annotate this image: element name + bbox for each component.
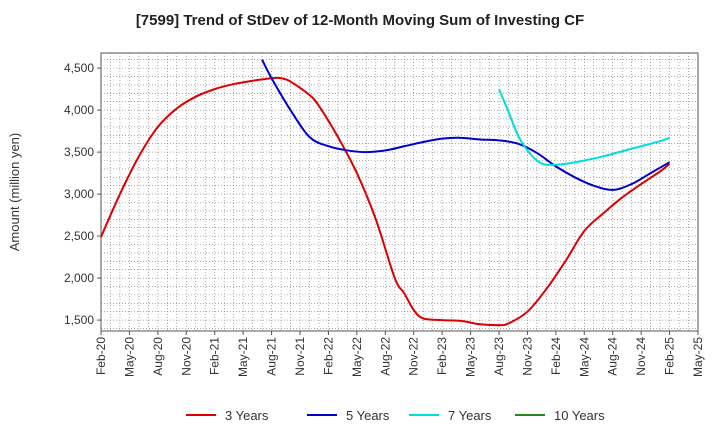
legend-label: 3 Years bbox=[225, 408, 269, 423]
x-tick-label: Aug-22 bbox=[378, 337, 392, 376]
x-tick-label: Aug-21 bbox=[265, 337, 279, 376]
x-tick-label: Feb-24 bbox=[549, 337, 563, 375]
x-tick-label: May-20 bbox=[122, 337, 136, 377]
series-line-7-years bbox=[498, 88, 670, 166]
y-tick-label: 1,500 bbox=[64, 313, 94, 327]
x-tick-label: May-24 bbox=[577, 337, 591, 377]
y-tick-label: 3,000 bbox=[64, 187, 94, 201]
series-lines bbox=[100, 59, 671, 327]
x-tick-label: Aug-20 bbox=[151, 337, 165, 376]
legend-label: 10 Years bbox=[554, 408, 605, 423]
x-tick-label: Feb-21 bbox=[208, 337, 222, 375]
x-tick-label: Aug-23 bbox=[492, 337, 506, 376]
x-tick-label: May-25 bbox=[691, 337, 705, 377]
chart-title: [7599] Trend of StDev of 12-Month Moving… bbox=[135, 12, 585, 29]
x-tick-label: Aug-24 bbox=[606, 337, 620, 376]
y-axis: 1,500 2,000 2,500 3,000 3,500 4,000 4,500 bbox=[64, 61, 101, 327]
y-tick-label: 4,000 bbox=[64, 103, 94, 117]
legend-label: 5 Years bbox=[346, 408, 390, 423]
legend: 3 Years 5 Years 7 Years 10 Years bbox=[186, 408, 605, 423]
x-tick-label: Nov-23 bbox=[520, 337, 534, 376]
y-tick-label: 2,000 bbox=[64, 271, 94, 285]
series-line-3-years bbox=[100, 76, 671, 327]
x-tick-label: Nov-21 bbox=[293, 337, 307, 376]
x-tick-label: Nov-20 bbox=[179, 337, 193, 376]
series-line-5-years bbox=[261, 59, 671, 191]
x-tick-label: Nov-24 bbox=[634, 337, 648, 376]
x-tick-label: May-22 bbox=[350, 337, 364, 377]
legend-label: 7 Years bbox=[448, 408, 492, 423]
x-axis: Feb-20 May-20 Aug-20 Nov-20 Feb-21 May-21 Aug-… bbox=[94, 331, 705, 377]
x-tick-label: May-21 bbox=[236, 337, 250, 377]
x-tick-label: Feb-22 bbox=[321, 337, 335, 375]
y-tick-label: 4,500 bbox=[64, 61, 94, 75]
x-tick-label: Feb-20 bbox=[94, 337, 108, 375]
y-tick-label: 2,500 bbox=[64, 229, 94, 243]
y-tick-label: 3,500 bbox=[64, 145, 94, 159]
grid-lines bbox=[100, 53, 699, 331]
x-tick-label: Feb-23 bbox=[435, 337, 449, 375]
x-tick-label: Nov-22 bbox=[407, 337, 421, 376]
plot-area-frame bbox=[100, 52, 699, 332]
y-axis-title: Amount (million yen) bbox=[7, 133, 22, 252]
x-tick-label: May-23 bbox=[464, 337, 478, 377]
x-tick-label: Feb-25 bbox=[663, 337, 677, 375]
